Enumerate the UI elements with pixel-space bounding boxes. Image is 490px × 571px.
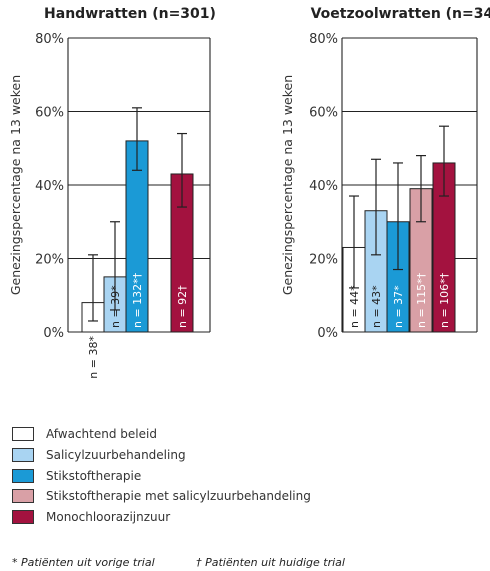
legend-label: Stikstoftherapie met salicylzuurbehandel… xyxy=(46,489,311,504)
legend-swatch xyxy=(12,468,34,483)
y-tick-label: 80% xyxy=(309,32,338,47)
chart-title: Handwratten (n=301) xyxy=(44,6,216,22)
legend-item: Stikstoftherapie xyxy=(12,465,311,486)
legend-item: Stikstoftherapie met salicylzuurbehandel… xyxy=(12,486,311,507)
bar-n-label: n = 43* xyxy=(370,285,383,328)
footnote-dagger: † Patiënten uit huidige trial xyxy=(196,556,345,569)
legend-item: Monochloorazijnzuur xyxy=(12,507,311,528)
bar-n-label: n = 132*† xyxy=(131,272,144,328)
legend-swatch xyxy=(12,448,34,463)
legend-label: Afwachtend beleid xyxy=(46,427,157,442)
legend-swatch xyxy=(12,510,34,525)
legend-label: Stikstoftherapie xyxy=(46,468,142,483)
footnotes: * Patiënten uit vorige trial † Patiënten… xyxy=(12,556,345,569)
bar-n-label: n = 39* xyxy=(109,285,122,328)
charts: Handwratten (n=301) Genezingspercentage n… xyxy=(8,6,490,379)
legend-swatch xyxy=(12,489,34,504)
bar-n-label: n = 44* xyxy=(348,285,361,328)
y-tick-label: 60% xyxy=(309,106,338,121)
legend-label: Monochloorazijnzuur xyxy=(46,510,171,525)
y-tick-label: 0% xyxy=(317,326,338,341)
legend-swatch xyxy=(12,427,34,442)
y-tick-label: 0% xyxy=(43,326,64,341)
footnote-star: * Patiënten uit vorige trial xyxy=(12,556,155,569)
legend-label: Salicylzuurbehandeling xyxy=(46,448,186,463)
bar-n-label: n = 37* xyxy=(392,285,405,328)
y-tick-label: 40% xyxy=(309,179,338,194)
y-tick-label: 20% xyxy=(35,253,64,268)
bar-n-label: n = 38* xyxy=(87,336,100,379)
legend: Afwachtend beleid Salicylzuurbehandeling… xyxy=(12,424,311,527)
bar-n-label: n = 92† xyxy=(176,285,189,328)
y-tick-label: 40% xyxy=(35,179,64,194)
y-axis-label: Genezingspercentage na 13 weken xyxy=(280,75,295,295)
y-tick-label: 80% xyxy=(35,32,64,47)
bar-n-label: n = 115*† xyxy=(415,272,428,328)
y-tick-label: 60% xyxy=(35,106,64,121)
y-axis-label: Genezingspercentage na 13 weken xyxy=(8,75,23,295)
legend-item: Salicylzuurbehandeling xyxy=(12,445,311,466)
bar-n-label: n = 106*† xyxy=(438,272,451,328)
chart-title: Voetzoolwratten (n=345) xyxy=(311,6,490,22)
legend-item: Afwachtend beleid xyxy=(12,424,311,445)
y-tick-label: 20% xyxy=(309,253,338,268)
